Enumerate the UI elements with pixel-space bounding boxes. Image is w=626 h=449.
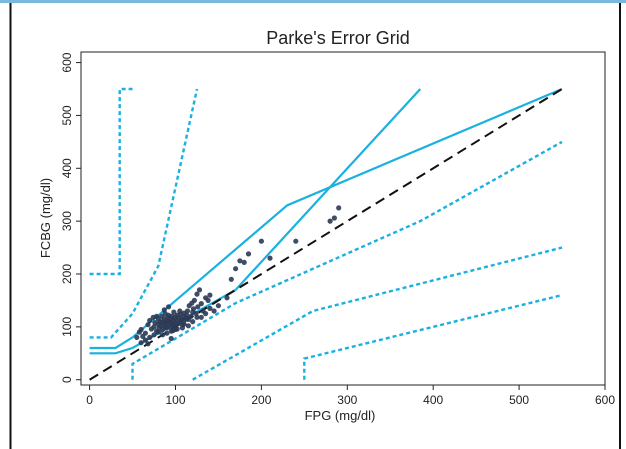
y-axis-ticks: 0 100 200 300 400 500 600 bbox=[60, 52, 81, 383]
data-point bbox=[190, 319, 196, 325]
zone-line-dotted bbox=[89, 88, 199, 339]
data-point bbox=[171, 309, 177, 315]
data-point bbox=[140, 333, 146, 339]
identity-line bbox=[89, 88, 563, 381]
x-tick-label: 100 bbox=[165, 393, 185, 407]
data-point bbox=[134, 334, 140, 340]
data-point bbox=[184, 308, 191, 314]
data-point bbox=[151, 324, 157, 330]
data-point bbox=[185, 323, 191, 329]
data-point bbox=[145, 341, 151, 347]
data-point bbox=[155, 329, 161, 335]
data-point bbox=[198, 314, 204, 320]
data-point bbox=[293, 238, 299, 244]
data-point bbox=[161, 307, 167, 313]
data-point bbox=[184, 312, 190, 318]
data-point bbox=[177, 308, 183, 314]
data-point bbox=[151, 332, 157, 338]
data-point bbox=[245, 251, 252, 257]
data-point bbox=[228, 276, 234, 282]
x-tick-label: 500 bbox=[509, 393, 529, 407]
data-point bbox=[198, 301, 204, 307]
data-point bbox=[267, 255, 273, 261]
y-tick-label: 600 bbox=[60, 52, 74, 72]
y-tick-label: 200 bbox=[60, 264, 74, 284]
data-point bbox=[170, 328, 176, 334]
data-point bbox=[211, 308, 217, 314]
data-point bbox=[196, 287, 203, 293]
plot-area bbox=[80, 51, 606, 386]
data-points bbox=[134, 205, 342, 347]
x-tick-label: 400 bbox=[423, 393, 443, 407]
y-axis-title: FCBG (mg/dl) bbox=[38, 178, 53, 258]
data-point bbox=[336, 205, 342, 211]
data-point bbox=[179, 325, 185, 331]
data-point bbox=[138, 340, 144, 346]
x-tick-label: 200 bbox=[251, 393, 271, 407]
y-tick-label: 300 bbox=[60, 211, 74, 231]
data-point bbox=[203, 311, 209, 317]
data-point bbox=[190, 306, 197, 312]
data-point bbox=[258, 238, 264, 244]
zone-boundaries bbox=[89, 87, 563, 381]
y-tick-label: 500 bbox=[60, 105, 74, 125]
y-tick-label: 100 bbox=[60, 317, 74, 337]
data-point bbox=[164, 330, 170, 336]
data-point bbox=[166, 304, 172, 310]
data-point bbox=[224, 295, 230, 301]
data-point bbox=[331, 215, 337, 221]
data-point bbox=[194, 291, 200, 297]
data-point bbox=[195, 304, 201, 310]
x-axis-title: FPG (mg/dl) bbox=[305, 408, 376, 423]
data-point bbox=[147, 317, 153, 324]
data-point bbox=[233, 266, 239, 272]
data-point bbox=[160, 332, 166, 338]
chart-title: Parke's Error Grid bbox=[266, 28, 409, 48]
data-point bbox=[241, 259, 247, 265]
data-point bbox=[205, 297, 211, 303]
y-tick-label: 400 bbox=[60, 158, 74, 178]
data-point bbox=[145, 322, 151, 328]
data-point bbox=[147, 334, 153, 340]
x-tick-label: 600 bbox=[595, 393, 615, 407]
data-point bbox=[136, 329, 142, 335]
zone-line-dotted bbox=[89, 87, 133, 276]
y-tick-label: 0 bbox=[60, 376, 74, 383]
data-point bbox=[142, 337, 148, 343]
data-point bbox=[168, 335, 174, 342]
x-tick-label: 0 bbox=[86, 393, 93, 407]
data-point bbox=[327, 218, 333, 224]
data-point bbox=[194, 314, 200, 320]
data-point bbox=[215, 303, 221, 309]
zone-line-dotted bbox=[303, 293, 563, 380]
data-point bbox=[188, 313, 194, 319]
zone-line-solid bbox=[89, 88, 422, 355]
x-axis-ticks: 0 100 200 300 400 500 600 bbox=[86, 385, 615, 407]
data-point bbox=[207, 292, 213, 298]
identity-line-group bbox=[89, 88, 563, 381]
data-point bbox=[191, 297, 197, 303]
zone-line-dotted bbox=[192, 246, 563, 381]
zone-line-solid bbox=[89, 87, 563, 350]
zone-line-dotted bbox=[131, 140, 563, 380]
data-point bbox=[174, 326, 180, 332]
x-tick-label: 300 bbox=[337, 393, 357, 407]
data-point bbox=[207, 305, 213, 311]
data-point bbox=[237, 258, 243, 264]
